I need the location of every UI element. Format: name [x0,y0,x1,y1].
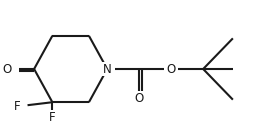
Text: F: F [49,111,56,124]
Text: O: O [135,92,144,105]
Text: N: N [103,63,111,75]
Text: O: O [167,63,176,75]
Text: F: F [14,99,20,113]
Text: O: O [2,63,11,75]
